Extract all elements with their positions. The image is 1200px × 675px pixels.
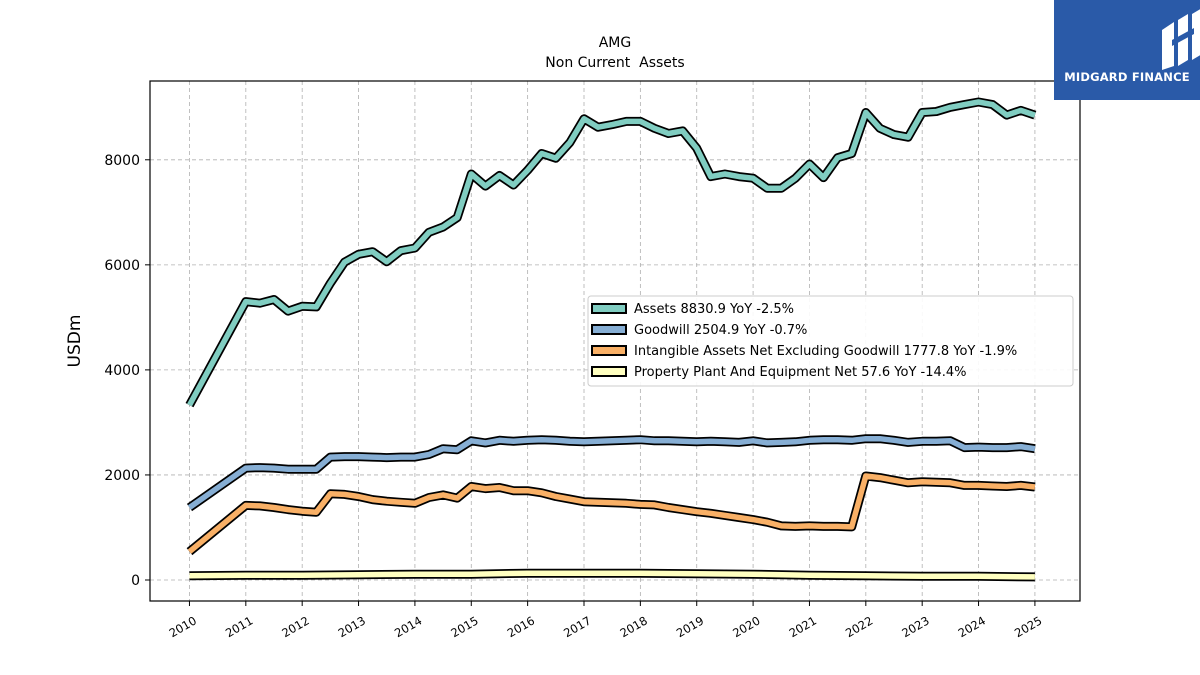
x-axis-ticks: 2010 2011 2012 2013 2014 2015 2016 2017 2018 2019… bbox=[167, 601, 1044, 640]
x-tick-label: 2017 bbox=[561, 613, 593, 640]
legend-swatch bbox=[591, 345, 627, 356]
x-tick-label: 2011 bbox=[223, 613, 255, 640]
y-axis-ticks: 0 2000 4000 6000 8000 bbox=[104, 153, 150, 589]
x-tick-label: 2012 bbox=[279, 613, 311, 640]
logo-mark-icon bbox=[1162, 9, 1200, 70]
x-tick-label: 2022 bbox=[843, 613, 875, 640]
x-tick-label: 2010 bbox=[167, 613, 199, 640]
series-outline-1 bbox=[186, 434, 1036, 512]
y-tick-label: 6000 bbox=[104, 258, 140, 274]
series-lines bbox=[185, 97, 1037, 582]
x-tick-label: 2014 bbox=[392, 613, 424, 640]
legend-swatch bbox=[591, 303, 627, 314]
midgard-finance-logo: MIDGARD FINANCE bbox=[1054, 0, 1200, 100]
x-tick-label: 2019 bbox=[674, 613, 706, 640]
y-tick-label: 8000 bbox=[104, 153, 140, 169]
chart-title-line1: AMG bbox=[599, 35, 632, 51]
y-tick-label: 0 bbox=[131, 573, 140, 589]
legend-swatch bbox=[591, 366, 627, 377]
plot-frame bbox=[149, 80, 1081, 602]
chart-title-line2: Non Current Assets bbox=[545, 55, 684, 71]
y-tick-label: 2000 bbox=[104, 468, 140, 484]
legend-label: Intangible Assets Net Excluding Goodwill… bbox=[634, 344, 1017, 359]
series-line-2 bbox=[187, 473, 1036, 554]
series-line-3 bbox=[189, 570, 1035, 580]
x-tick-label: 2013 bbox=[336, 613, 368, 640]
legend-label: Goodwill 2504.9 YoY -0.7% bbox=[634, 323, 807, 338]
legend-label: Assets 8830.9 YoY -2.5% bbox=[634, 302, 794, 317]
legend: Assets 8830.9 YoY -2.5% Goodwill 2504.9 Y… bbox=[587, 295, 1074, 387]
x-tick-label: 2024 bbox=[956, 613, 988, 640]
x-tick-label: 2015 bbox=[448, 613, 480, 640]
legend-box bbox=[587, 295, 1074, 387]
x-tick-label: 2020 bbox=[730, 613, 762, 640]
logo-text: MIDGARD FINANCE bbox=[1064, 70, 1190, 84]
x-tick-label: 2021 bbox=[787, 613, 819, 640]
x-tick-label: 2016 bbox=[505, 613, 537, 640]
y-tick-label: 4000 bbox=[104, 363, 140, 379]
legend-label: Property Plant And Equipment Net 57.6 Yo… bbox=[634, 365, 967, 380]
y-axis-label: USDm bbox=[65, 315, 85, 368]
x-tick-label: 2023 bbox=[899, 613, 931, 640]
series-line-0 bbox=[187, 99, 1036, 407]
series-line-1 bbox=[187, 435, 1036, 510]
x-tick-label: 2025 bbox=[1012, 613, 1044, 640]
legend-swatch bbox=[591, 324, 627, 335]
x-tick-label: 2018 bbox=[618, 613, 650, 640]
